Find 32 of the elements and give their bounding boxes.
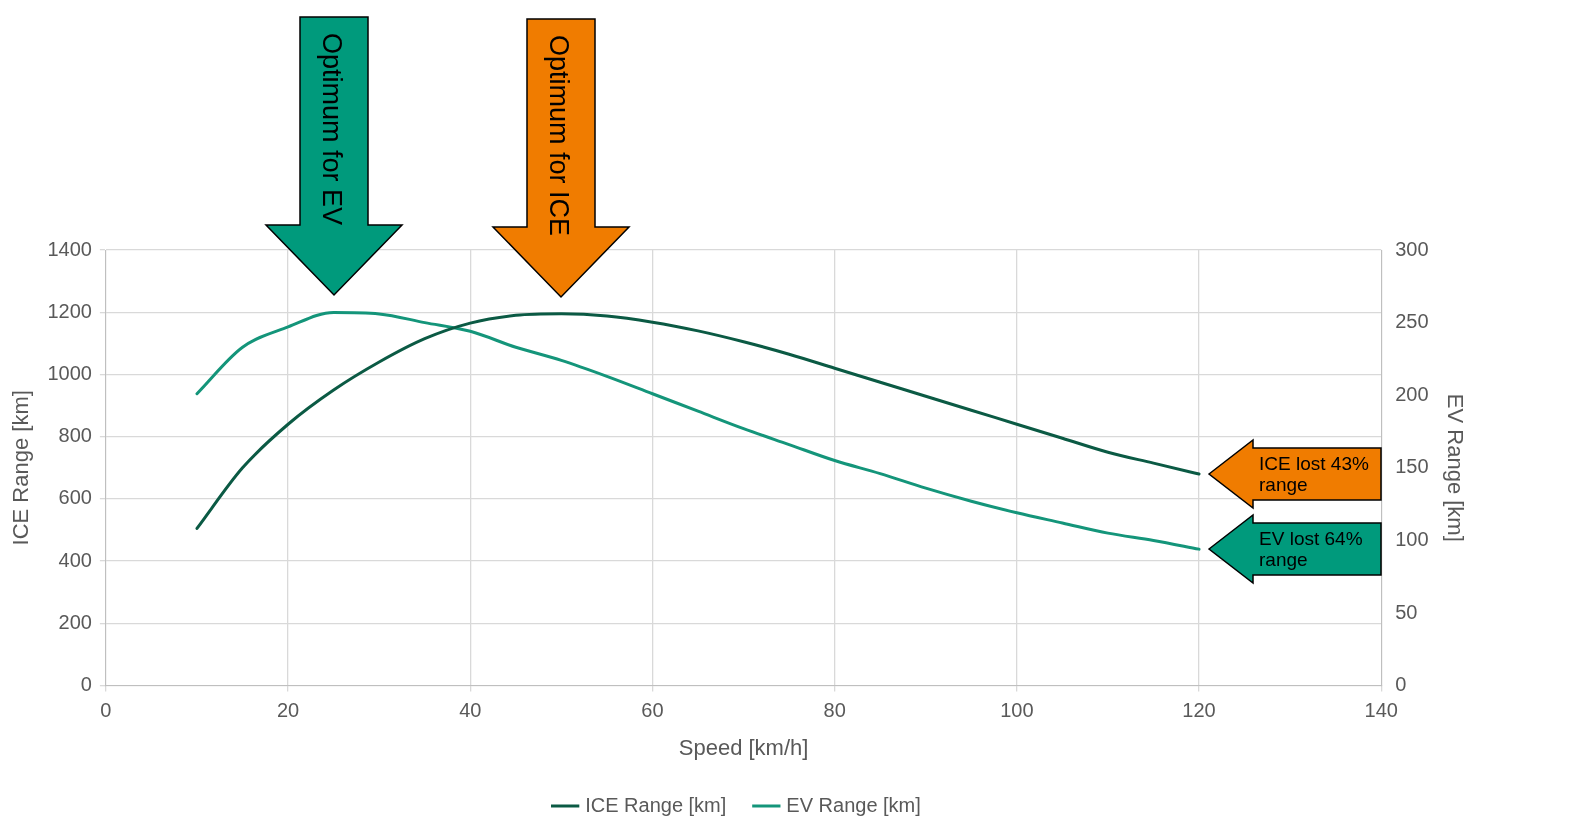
y2-tick-label: 300 (1395, 237, 1429, 260)
y2-tick-label: 100 (1395, 527, 1429, 550)
y-axis-title: ICE Range [km] (8, 390, 34, 546)
y2-tick-label: 50 (1395, 600, 1418, 623)
text: Optimum for ICE (543, 34, 575, 236)
text: Optimum for EV (315, 33, 347, 226)
y-tick-label: 1000 (47, 361, 92, 384)
annotation: ICE lost 43% range (1259, 453, 1370, 496)
y-tick-label: 400 (58, 548, 92, 571)
y2-tick-label: 250 (1395, 310, 1429, 333)
x-tick-label: 60 (641, 699, 664, 722)
x-tick-label: 0 (100, 699, 112, 722)
annotation: EV lost 64% range (1259, 528, 1364, 571)
y-tick-label: 1200 (47, 299, 92, 322)
y2-axis-title: EV Range [km] (1442, 393, 1468, 542)
y-tick-label: 800 (58, 424, 92, 447)
y2-tick-label: 0 (1395, 673, 1407, 696)
y-tick-label: 600 (58, 486, 92, 509)
x-tick-label: 20 (276, 699, 300, 722)
x-tick-label: 80 (823, 699, 846, 722)
y-tick-label: 200 (58, 610, 92, 633)
x-tick-label: 40 (459, 699, 482, 722)
legend-label: EV Range [km] (786, 793, 921, 816)
x-tick-label: 100 (1000, 699, 1034, 722)
x-axis-title: Speed [km/h] (678, 734, 809, 760)
y2-tick-label: 200 (1395, 382, 1429, 405)
x-tick-label: 120 (1182, 699, 1216, 722)
legend-label: ICE Range [km] (585, 793, 727, 816)
y2-tick-label: 150 (1395, 455, 1429, 478)
x-tick-label: 140 (1364, 699, 1398, 722)
y-tick-label: 0 (80, 673, 92, 696)
y-tick-label: 1400 (47, 237, 92, 260)
